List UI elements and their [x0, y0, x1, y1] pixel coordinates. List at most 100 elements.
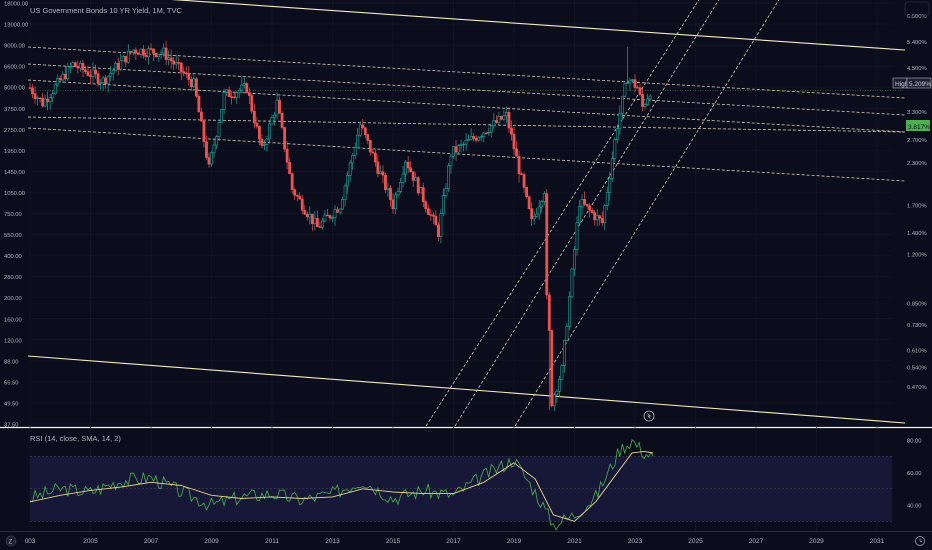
- candle[interactable]: [280, 110, 284, 130]
- candle[interactable]: [51, 90, 55, 103]
- candle[interactable]: [252, 103, 256, 129]
- candle[interactable]: [205, 135, 208, 161]
- candle[interactable]: [73, 61, 77, 67]
- candle[interactable]: [351, 153, 355, 170]
- candle[interactable]: [449, 153, 453, 174]
- candle[interactable]: [134, 47, 138, 60]
- candle[interactable]: [257, 125, 261, 146]
- candle[interactable]: [608, 171, 612, 201]
- candle[interactable]: [164, 40, 168, 66]
- candle[interactable]: [38, 97, 42, 103]
- candle[interactable]: [265, 135, 269, 152]
- candle[interactable]: [200, 107, 203, 122]
- candle[interactable]: [63, 66, 67, 81]
- candle[interactable]: [532, 211, 536, 225]
- candle[interactable]: [147, 45, 150, 65]
- candle[interactable]: [172, 56, 176, 71]
- candle[interactable]: [358, 121, 362, 138]
- candle[interactable]: [149, 43, 153, 52]
- candle[interactable]: [542, 191, 546, 206]
- candle[interactable]: [482, 132, 486, 143]
- candle[interactable]: [648, 94, 652, 102]
- candle[interactable]: [310, 213, 314, 231]
- candle[interactable]: [76, 60, 80, 74]
- candle[interactable]: [152, 48, 155, 61]
- candle[interactable]: [305, 211, 309, 221]
- candle[interactable]: [99, 79, 102, 90]
- candle[interactable]: [167, 50, 171, 66]
- candle[interactable]: [416, 176, 420, 196]
- candle[interactable]: [499, 115, 503, 121]
- candle[interactable]: [189, 76, 193, 91]
- candle[interactable]: [454, 139, 458, 161]
- candle[interactable]: [479, 134, 483, 142]
- timeline-event-icon[interactable]: [643, 410, 655, 422]
- candle[interactable]: [467, 134, 471, 141]
- candle[interactable]: [472, 132, 476, 142]
- candle[interactable]: [159, 49, 163, 60]
- candle[interactable]: [603, 204, 607, 230]
- candle[interactable]: [298, 192, 302, 200]
- candle[interactable]: [101, 75, 105, 91]
- candle[interactable]: [245, 81, 249, 94]
- candle[interactable]: [376, 155, 380, 178]
- candle[interactable]: [620, 95, 624, 121]
- candle[interactable]: [94, 64, 97, 79]
- candle[interactable]: [217, 119, 221, 142]
- candle[interactable]: [336, 206, 339, 213]
- candle[interactable]: [457, 143, 460, 156]
- candle[interactable]: [361, 119, 365, 130]
- candle[interactable]: [346, 171, 350, 194]
- candle[interactable]: [636, 85, 639, 89]
- candle[interactable]: [61, 71, 65, 83]
- candle[interactable]: [600, 211, 604, 227]
- candle[interactable]: [313, 211, 317, 231]
- candle[interactable]: [79, 60, 82, 72]
- candle[interactable]: [119, 53, 123, 72]
- candle[interactable]: [331, 215, 334, 223]
- candle[interactable]: [212, 137, 216, 158]
- candle[interactable]: [631, 78, 634, 83]
- candle[interactable]: [610, 151, 614, 182]
- candle[interactable]: [565, 323, 569, 342]
- settings-icon[interactable]: [904, 1, 930, 17]
- candle[interactable]: [429, 208, 433, 221]
- candle[interactable]: [194, 77, 198, 98]
- lower-trend-line[interactable]: [27, 355, 906, 424]
- candle[interactable]: [550, 329, 554, 408]
- candle[interactable]: [263, 139, 266, 151]
- candle[interactable]: [366, 133, 370, 144]
- candle[interactable]: [419, 187, 423, 194]
- candle[interactable]: [300, 194, 304, 215]
- candle[interactable]: [568, 291, 571, 331]
- candle[interactable]: [270, 114, 274, 125]
- candle[interactable]: [585, 204, 589, 209]
- candle[interactable]: [215, 135, 218, 150]
- candle[interactable]: [399, 177, 402, 194]
- candle[interactable]: [444, 183, 448, 199]
- candle[interactable]: [517, 150, 521, 183]
- candle[interactable]: [469, 128, 473, 141]
- candle[interactable]: [184, 66, 188, 78]
- candle[interactable]: [144, 48, 148, 61]
- candle[interactable]: [285, 141, 289, 170]
- candle[interactable]: [583, 191, 586, 206]
- candle[interactable]: [36, 95, 39, 106]
- candle[interactable]: [28, 83, 32, 89]
- channel-line-dashed[interactable]: [27, 63, 906, 116]
- candle[interactable]: [288, 157, 292, 175]
- candle[interactable]: [547, 291, 551, 411]
- candle[interactable]: [124, 56, 128, 67]
- candle[interactable]: [328, 214, 332, 221]
- candle[interactable]: [179, 62, 183, 81]
- candle[interactable]: [157, 54, 160, 62]
- candle[interactable]: [535, 207, 539, 218]
- candle[interactable]: [53, 82, 57, 96]
- candle[interactable]: [111, 69, 115, 81]
- candle[interactable]: [590, 207, 594, 214]
- candle[interactable]: [522, 172, 526, 194]
- candle[interactable]: [368, 140, 372, 156]
- candle[interactable]: [537, 200, 541, 220]
- candle[interactable]: [326, 209, 329, 217]
- candle[interactable]: [588, 203, 592, 218]
